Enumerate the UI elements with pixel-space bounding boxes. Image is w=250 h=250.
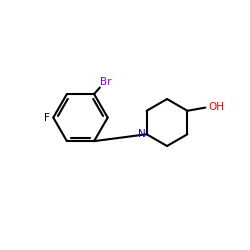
Text: F: F — [44, 112, 50, 122]
Text: OH: OH — [208, 102, 224, 112]
Text: Br: Br — [100, 76, 112, 86]
Text: N: N — [138, 129, 145, 139]
